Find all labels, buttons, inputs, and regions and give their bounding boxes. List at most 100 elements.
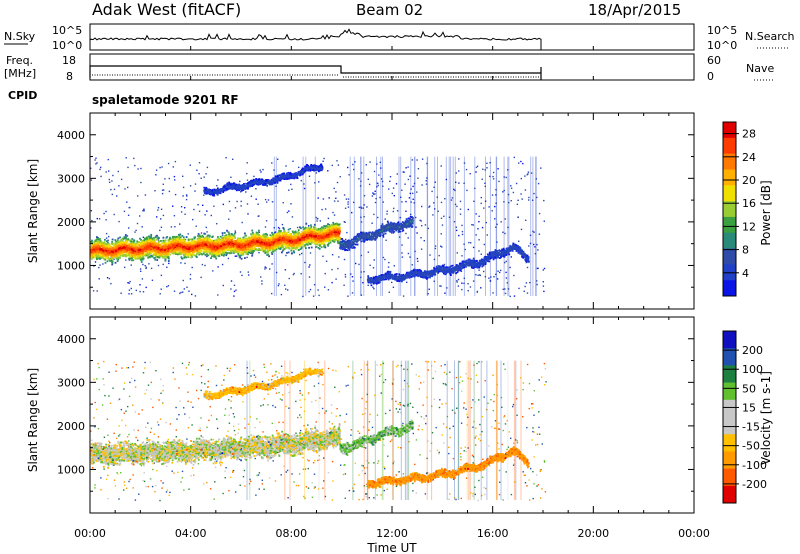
noise-point bbox=[382, 236, 385, 238]
noise-point bbox=[465, 168, 468, 171]
range-gate-point bbox=[273, 236, 276, 238]
noise-point bbox=[524, 189, 527, 191]
range-gate-point bbox=[98, 251, 101, 253]
range-gate-point bbox=[245, 234, 247, 237]
range-gate-point bbox=[176, 251, 178, 254]
range-gate-point bbox=[240, 254, 243, 257]
range-gate-point bbox=[194, 242, 196, 245]
range-gate-point bbox=[280, 246, 282, 249]
noise-point bbox=[123, 210, 126, 213]
noise-point bbox=[405, 200, 407, 203]
noise-point bbox=[288, 189, 290, 191]
range-gate-point bbox=[181, 247, 184, 250]
range-gate-point bbox=[172, 238, 175, 241]
noise-point bbox=[373, 213, 375, 216]
noise-point bbox=[504, 232, 506, 235]
noise-point bbox=[405, 167, 407, 169]
range-gate-point bbox=[205, 245, 207, 248]
range-gate-point bbox=[128, 246, 131, 249]
noise-point bbox=[343, 258, 346, 261]
range-gate-point bbox=[258, 229, 260, 232]
noise-point bbox=[529, 234, 532, 236]
noise-point bbox=[260, 276, 262, 278]
range-gate-point bbox=[90, 241, 93, 243]
range-gate-point bbox=[224, 237, 227, 239]
range-gate-point bbox=[278, 244, 280, 247]
range-gate-point bbox=[203, 240, 206, 243]
range-gate-point bbox=[149, 237, 151, 240]
range-gate-point bbox=[97, 238, 100, 241]
range-gate-point bbox=[335, 238, 338, 241]
range-gate-point bbox=[189, 238, 192, 241]
noise-point bbox=[113, 188, 116, 191]
range-gate-point bbox=[247, 253, 249, 256]
range-gate-point bbox=[335, 237, 338, 240]
noise-point bbox=[492, 178, 495, 180]
noise-point bbox=[410, 201, 412, 203]
noise-point bbox=[344, 207, 347, 209]
noise-point bbox=[367, 284, 369, 286]
range-gate-point bbox=[141, 251, 144, 254]
noise-point bbox=[456, 280, 458, 282]
noise-point bbox=[528, 199, 530, 201]
range-gate-point bbox=[186, 244, 189, 246]
range-gate-point bbox=[128, 257, 130, 260]
noise-point bbox=[213, 205, 215, 207]
noise-point bbox=[440, 201, 443, 204]
noise-point bbox=[341, 248, 344, 251]
range-gate-point bbox=[294, 235, 296, 238]
noise-point bbox=[473, 200, 475, 202]
noise-point bbox=[491, 210, 493, 212]
range-gate-point bbox=[193, 237, 196, 240]
range-gate-point bbox=[214, 239, 216, 242]
range-gate-point bbox=[206, 239, 208, 242]
range-gate-point bbox=[204, 242, 207, 244]
noise-point bbox=[228, 200, 231, 203]
range-gate-point bbox=[108, 244, 111, 247]
noise-point bbox=[374, 190, 376, 192]
noise-point bbox=[520, 177, 522, 180]
range-gate-point bbox=[181, 250, 184, 253]
noise-point bbox=[444, 198, 446, 200]
range-gate-point bbox=[310, 228, 313, 231]
range-gate-point bbox=[324, 232, 327, 235]
noise-point bbox=[393, 265, 395, 267]
noise-point bbox=[185, 198, 188, 201]
noise-point bbox=[241, 221, 243, 224]
range-gate-point bbox=[238, 243, 241, 246]
range-gate-point bbox=[156, 254, 159, 256]
noise-point bbox=[303, 187, 306, 190]
streak-mark bbox=[489, 156, 491, 296]
noise-point bbox=[236, 200, 238, 203]
noise-point bbox=[401, 230, 403, 233]
noise-point bbox=[335, 278, 337, 280]
noise-point bbox=[127, 186, 129, 189]
range-gate-point bbox=[142, 255, 144, 258]
noise-point bbox=[154, 190, 156, 192]
noise-point bbox=[107, 239, 109, 241]
noise-point bbox=[400, 196, 402, 198]
noise-point bbox=[504, 261, 506, 264]
range-gate-point bbox=[300, 227, 302, 230]
range-gate-point bbox=[182, 253, 185, 256]
noise-point bbox=[434, 208, 436, 210]
range-gate-point bbox=[326, 243, 329, 246]
noise-point bbox=[393, 207, 395, 210]
noise-point bbox=[516, 203, 519, 205]
range-gate-point bbox=[285, 245, 287, 248]
noise-point bbox=[434, 181, 436, 183]
noise-point bbox=[524, 175, 526, 177]
range-gate-point bbox=[309, 238, 311, 241]
noise-point bbox=[488, 277, 490, 279]
range-gate-point bbox=[300, 246, 303, 249]
noise-point bbox=[503, 189, 505, 192]
range-gate-point bbox=[273, 239, 276, 242]
range-gate-point bbox=[223, 250, 226, 253]
range-gate-point bbox=[215, 240, 218, 243]
range-gate-point bbox=[259, 240, 262, 242]
noise-point bbox=[127, 166, 129, 169]
range-gate-point bbox=[270, 241, 273, 243]
range-gate-point bbox=[219, 235, 222, 238]
noise-point bbox=[470, 242, 472, 244]
noise-point bbox=[168, 262, 170, 265]
